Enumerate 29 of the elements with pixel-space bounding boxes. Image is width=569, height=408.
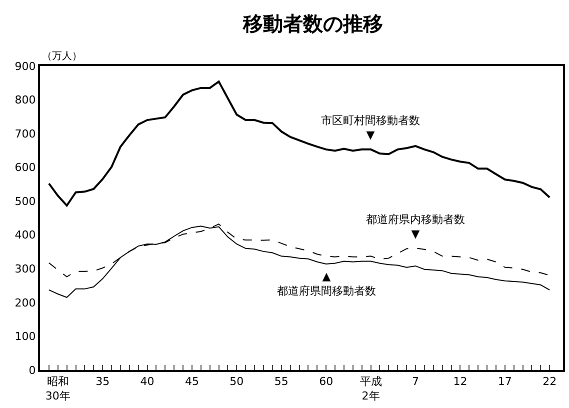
x-tick-label: 平成 2年 [360,375,382,402]
x-tick-label: 55 [274,375,288,388]
line-series [48,226,550,298]
y-tick-label: 0 [28,364,36,377]
y-tick-label: 100 [14,330,36,344]
x-tick-label: 22 [542,375,557,388]
y-tick-label: 500 [14,194,36,208]
x-tick-label: 昭和 30年 [45,375,70,402]
annotation: 都道府県内移動者数 ▼ [366,213,465,240]
y-tick-label: 800 [14,94,36,107]
x-tick-label: 12 [453,375,468,388]
x-tick-label: 40 [140,375,154,388]
y-axis-title: （万人） [42,51,82,62]
y-tick-label: 700 [14,127,36,140]
annotation: ▲ 都道府県間移動者数 [277,270,376,298]
x-tick-label: 35 [96,375,110,388]
x-tick-label: 17 [498,375,512,388]
y-tick-label: 200 [14,296,36,310]
x-tick-label: 45 [184,375,199,388]
annotation: 市区町村間移動者数 ▼ [321,114,420,142]
y-tick-label: 600 [14,161,36,174]
y-tick-label: 300 [14,262,36,276]
x-tick-label: 7 [412,375,419,388]
x-tick-label: 50 [230,375,244,388]
y-tick-label: 900 [14,60,36,73]
chart-title: 移動者数の推移 [242,11,383,36]
y-tick-label: 400 [14,228,36,242]
line-series [48,80,551,206]
x-tick-label: 60 [319,375,334,388]
